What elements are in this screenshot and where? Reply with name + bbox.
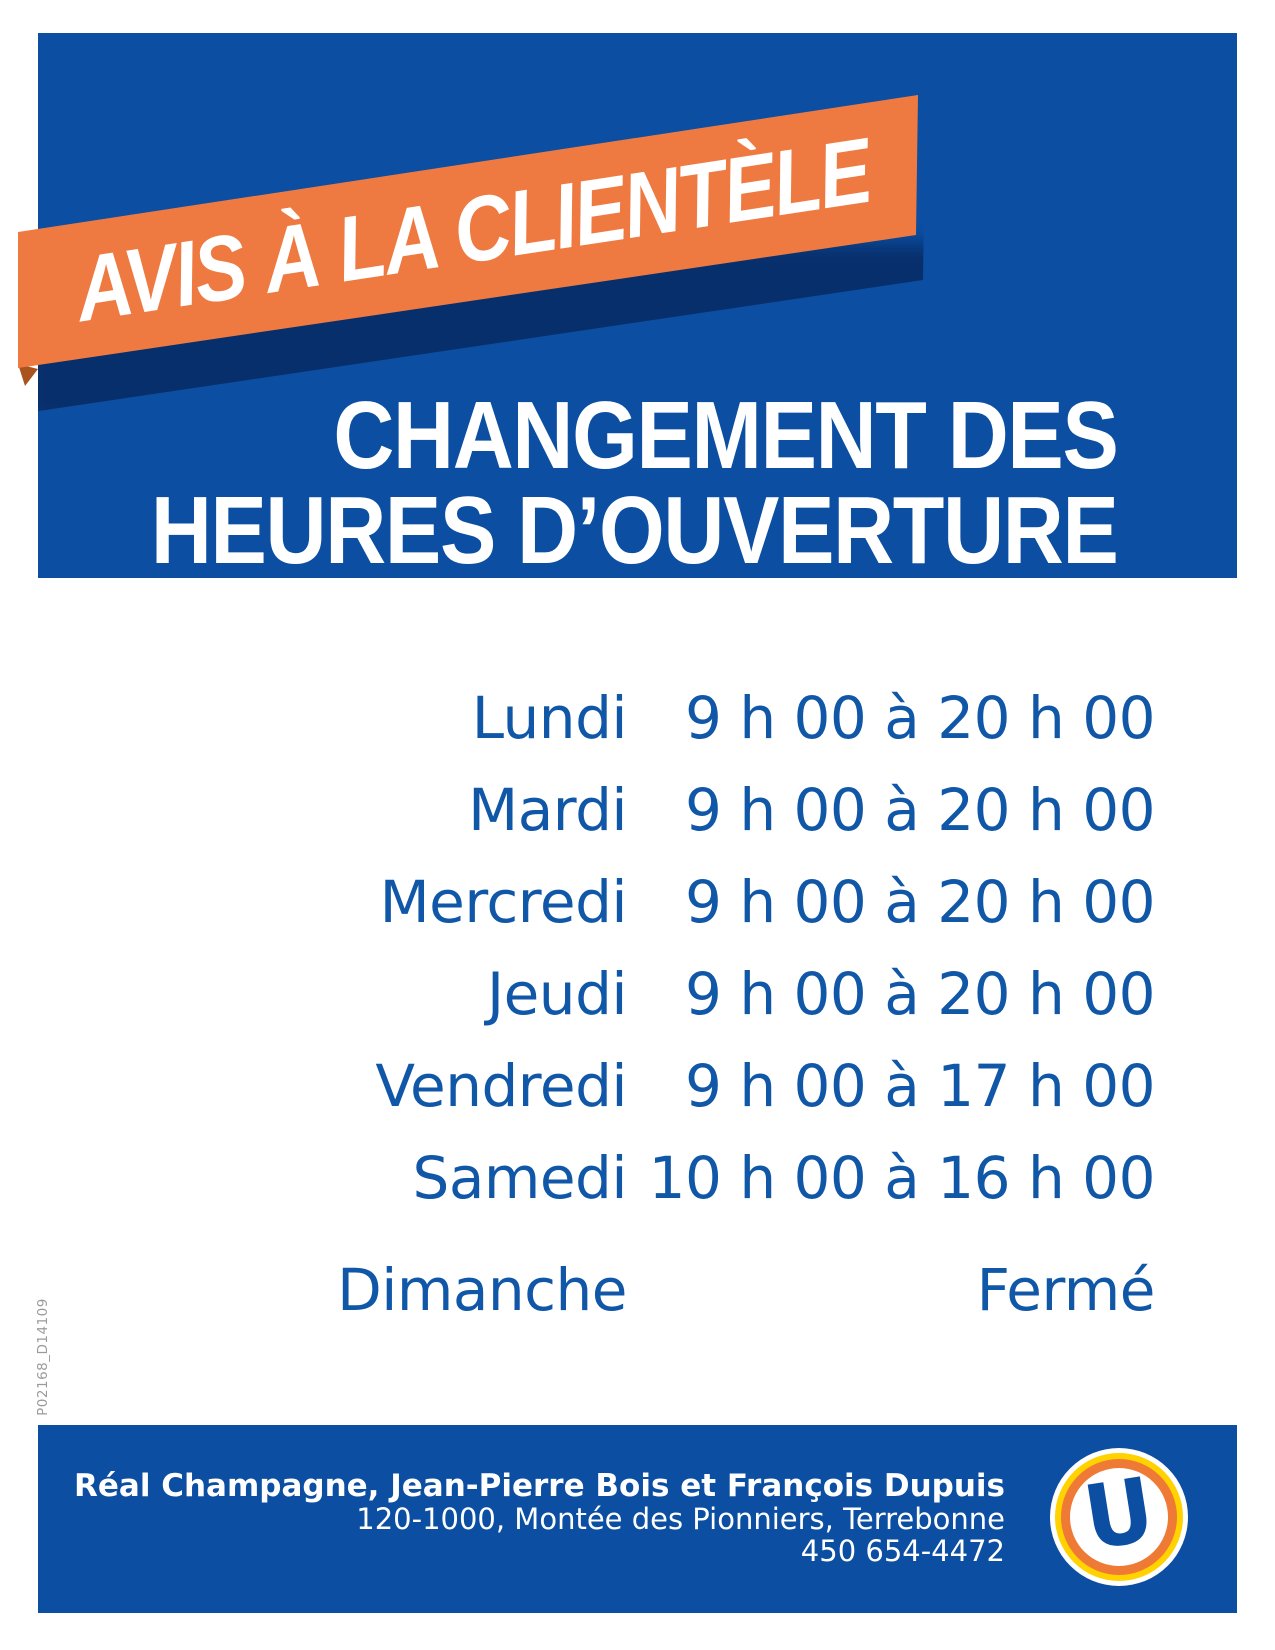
- owner-names: Réal Champagne, Jean-Pierre Bois et Fran…: [74, 1468, 1005, 1504]
- day-label: Samedi: [412, 1144, 628, 1212]
- header-panel: CHANGEMENT DES HEURES D’OUVERTURE: [38, 33, 1237, 578]
- store-phone: 450 654-4472: [800, 1534, 1005, 1568]
- page-title: CHANGEMENT DES HEURES D’OUVERTURE: [150, 382, 1118, 579]
- schedule-row: Jeudi 9 h 00 à 20 h 00: [0, 962, 1275, 1032]
- hours-value: 9 h 00 à 17 h 00: [685, 1052, 1156, 1120]
- hours-value: 9 h 00 à 20 h 00: [685, 776, 1156, 844]
- logo-inner-disc: U: [1070, 1457, 1168, 1571]
- schedule-row: Mardi 9 h 00 à 20 h 00: [0, 778, 1275, 848]
- uniprix-logo: U: [1050, 1448, 1188, 1586]
- day-label: Lundi: [471, 684, 628, 752]
- day-label: Dimanche: [337, 1256, 627, 1324]
- schedule-row: Samedi 10 h 00 à 16 h 00: [0, 1146, 1275, 1216]
- hours-value: Fermé: [976, 1256, 1156, 1324]
- footer-text-block: Réal Champagne, Jean-Pierre Bois et Fran…: [74, 1468, 1005, 1568]
- hours-value: 10 h 00 à 16 h 00: [648, 1144, 1156, 1212]
- store-address: 120-1000, Montée des Pionniers, Terrebon…: [356, 1502, 1005, 1536]
- hours-value: 9 h 00 à 20 h 00: [685, 868, 1156, 936]
- day-label: Mardi: [468, 776, 627, 844]
- footer-bar: Réal Champagne, Jean-Pierre Bois et Fran…: [38, 1425, 1237, 1613]
- title-line-1: CHANGEMENT DES: [332, 382, 1118, 489]
- title-line-2: HEURES D’OUVERTURE: [150, 477, 1118, 579]
- day-label: Mercredi: [379, 868, 628, 936]
- hours-value: 9 h 00 à 20 h 00: [685, 960, 1156, 1028]
- schedule-row: Vendredi 9 h 00 à 17 h 00: [0, 1054, 1275, 1124]
- schedule-row: Lundi 9 h 00 à 20 h 00: [0, 686, 1275, 756]
- print-code: P02168_D14109: [35, 1298, 51, 1416]
- day-label: Vendredi: [375, 1052, 627, 1120]
- hours-value: 9 h 00 à 20 h 00: [685, 684, 1156, 752]
- schedule-row: Dimanche Fermé: [0, 1258, 1275, 1328]
- day-label: Jeudi: [487, 960, 627, 1028]
- logo-u-letter: U: [1077, 1457, 1161, 1571]
- schedule-row: Mercredi 9 h 00 à 20 h 00: [0, 870, 1275, 940]
